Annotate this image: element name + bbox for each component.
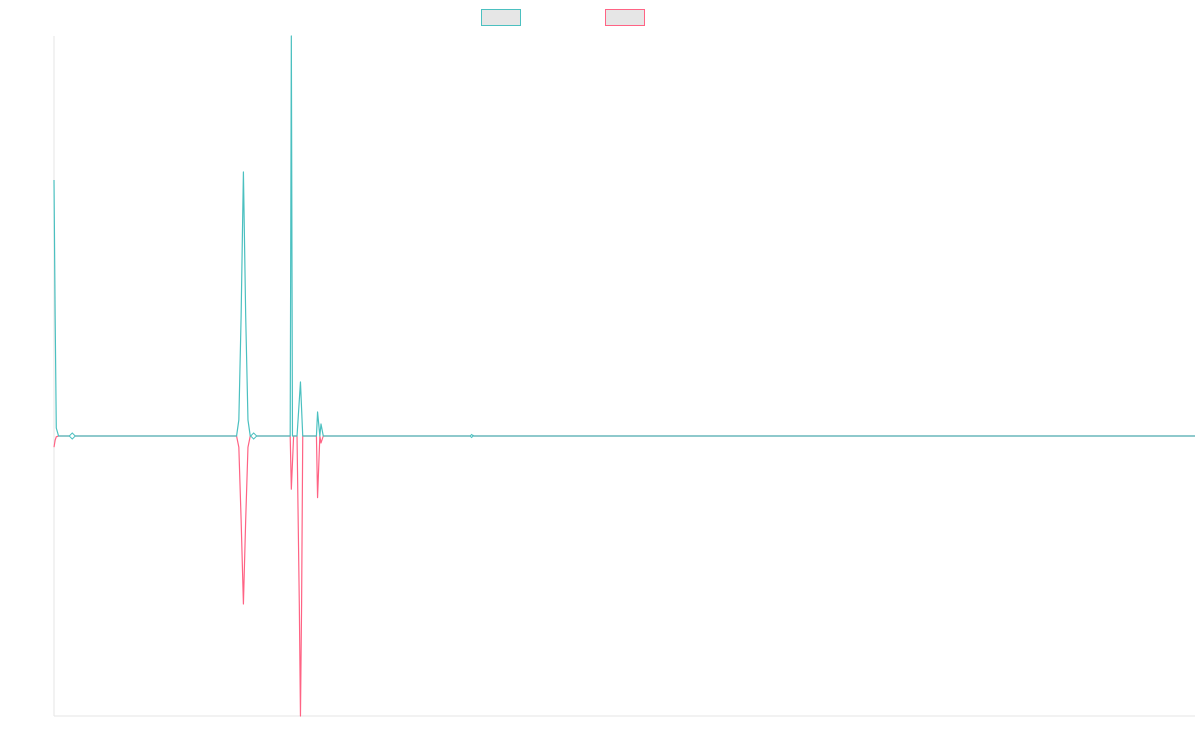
series-line-series-2 bbox=[53, 435, 1195, 717]
legend-swatch-series-1[interactable] bbox=[481, 9, 521, 26]
data-point-marker bbox=[249, 432, 258, 440]
series-line-series-1 bbox=[53, 35, 1195, 437]
data-point-marker bbox=[68, 432, 76, 440]
legend bbox=[481, 9, 645, 26]
data-point-marker bbox=[469, 433, 474, 439]
series-layer bbox=[53, 35, 1195, 717]
axes bbox=[53, 36, 1195, 717]
point-layer bbox=[68, 432, 474, 440]
legend-swatch-series-2[interactable] bbox=[605, 9, 645, 26]
